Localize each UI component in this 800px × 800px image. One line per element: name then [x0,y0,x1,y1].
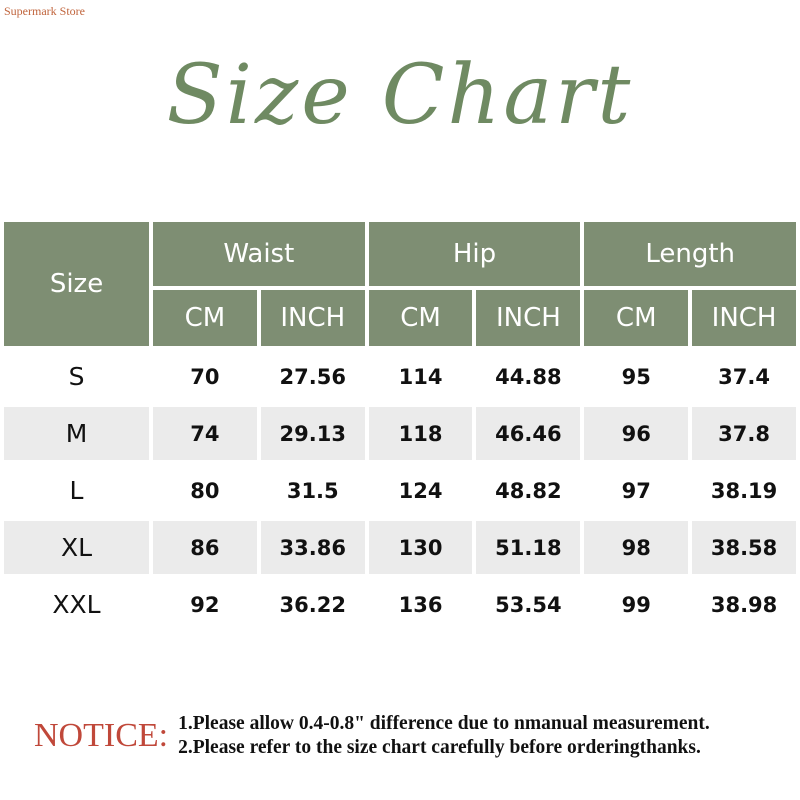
waist-header: Waist [153,222,365,286]
value-cell: 92 [190,592,220,617]
value-cell: 48.82 [495,478,562,503]
value-cell: 51.18 [476,521,581,574]
hip-header: Hip [368,222,581,286]
size-table: Size Waist Hip Length CM INCH CM INCH CM… [0,218,800,635]
unit-header: CM [153,290,257,346]
value-cell: 80 [190,478,220,503]
value-cell: 38.19 [710,478,778,503]
value-cell: 96 [584,407,689,460]
store-watermark: Supermark Store [4,4,85,18]
page-title: Size Chart [166,48,634,143]
value-cell: 37.4 [718,364,770,389]
unit-header: INCH [476,290,581,346]
value-cell: 33.86 [260,521,365,574]
table-row: M 74 29.13 118 46.46 96 37.8 [4,407,796,460]
value-cell: 38.98 [710,592,778,617]
notice: NOTICE: 1.Please allow 0.4-0.8" differen… [34,712,710,760]
length-header: Length [584,222,796,286]
value-cell: 53.54 [495,592,562,617]
size-cell: XXL [52,590,101,619]
value-cell: 37.8 [692,407,796,460]
table-row: S 70 27.56 114 44.88 95 37.4 [4,350,796,403]
value-cell: 118 [368,407,473,460]
table-row: L 80 31.5 124 48.82 97 38.19 [4,464,796,517]
unit-header: CM [368,290,473,346]
value-cell: 27.56 [279,364,346,389]
value-cell: 36.22 [279,592,346,617]
size-header: Size [4,222,149,346]
notice-line: 2.Please refer to the size chart careful… [178,737,701,758]
unit-header: CM [584,290,689,346]
table-row: XXL 92 36.22 136 53.54 99 38.98 [4,578,796,631]
value-cell: 97 [621,478,651,503]
notice-label: NOTICE: [34,717,169,754]
value-cell: 124 [398,478,443,503]
size-cell: XL [4,521,149,574]
value-cell: 95 [621,364,651,389]
value-cell: 70 [190,364,220,389]
value-cell: 44.88 [495,364,562,389]
value-cell: 31.5 [286,478,339,503]
value-cell: 99 [621,592,651,617]
value-cell: 114 [398,364,443,389]
value-cell: 98 [584,521,689,574]
value-cell: 46.46 [476,407,581,460]
notice-line: 1.Please allow 0.4-0.8" difference due t… [178,713,710,734]
value-cell: 29.13 [260,407,365,460]
value-cell: 136 [398,592,443,617]
unit-header: INCH [692,290,796,346]
unit-header: INCH [260,290,365,346]
size-cell: L [69,476,84,505]
size-cell: M [4,407,149,460]
value-cell: 130 [368,521,473,574]
value-cell: 38.58 [692,521,796,574]
value-cell: 74 [153,407,257,460]
table-row: XL 86 33.86 130 51.18 98 38.58 [4,521,796,574]
size-cell: S [68,362,85,391]
value-cell: 86 [153,521,257,574]
